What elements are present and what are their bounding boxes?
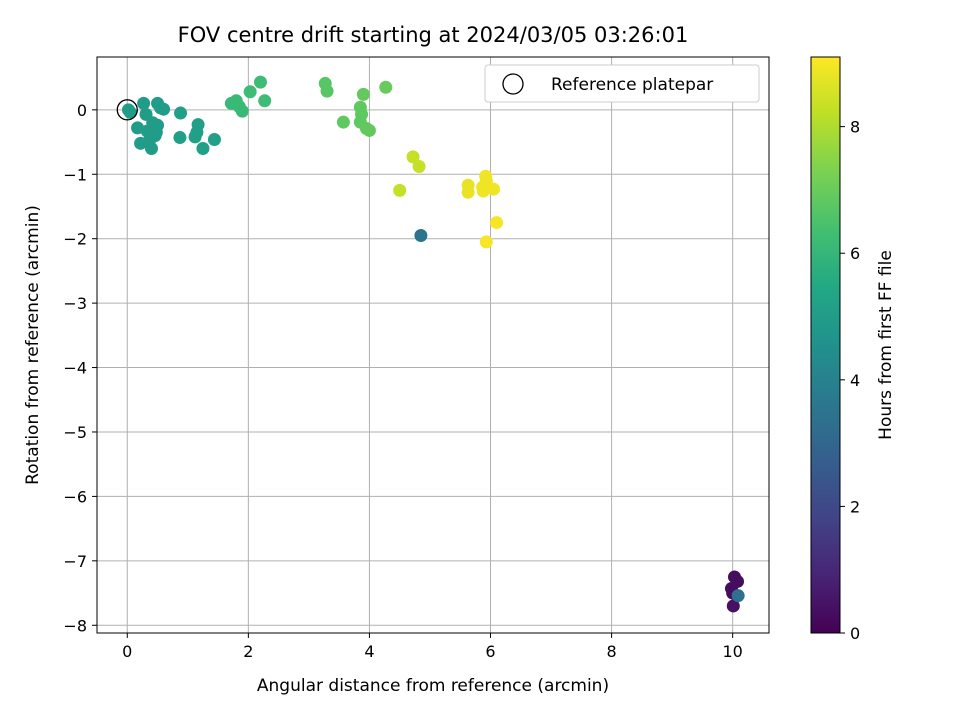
data-point bbox=[258, 94, 272, 108]
colorbar-tick-label: 8 bbox=[850, 118, 860, 137]
data-point bbox=[490, 216, 504, 230]
y-tick-label: −7 bbox=[63, 552, 87, 571]
data-point bbox=[461, 185, 475, 199]
data-point bbox=[414, 228, 428, 242]
data-point bbox=[151, 118, 165, 132]
data-point bbox=[406, 150, 420, 164]
data-point bbox=[253, 75, 267, 89]
data-point bbox=[235, 104, 249, 118]
data-point bbox=[207, 132, 221, 146]
data-point bbox=[393, 183, 407, 197]
legend-marker bbox=[502, 73, 524, 95]
data-point bbox=[476, 184, 490, 198]
x-axis-ticks: 0 2 4 6 8 10 bbox=[122, 633, 743, 661]
reference-marker-layer bbox=[116, 99, 138, 121]
colorbar: 0 2 4 6 8 Hours from first FF file bbox=[810, 56, 896, 643]
data-point bbox=[726, 599, 740, 613]
plot-frame bbox=[96, 56, 770, 634]
x-tick-label: 0 bbox=[122, 642, 132, 661]
grid-lines bbox=[97, 57, 769, 633]
data-point bbox=[137, 96, 151, 110]
x-tick-label: 10 bbox=[722, 642, 742, 661]
data-point bbox=[320, 84, 334, 98]
data-points bbox=[121, 75, 745, 613]
data-point bbox=[174, 106, 188, 120]
x-tick-label: 8 bbox=[607, 642, 617, 661]
colorbar-gradient bbox=[810, 56, 841, 634]
data-point bbox=[157, 102, 171, 116]
y-tick-label: −6 bbox=[63, 487, 87, 506]
data-point bbox=[144, 141, 158, 155]
y-tick-label: −1 bbox=[63, 165, 87, 184]
data-point bbox=[362, 123, 376, 137]
data-point bbox=[731, 589, 745, 603]
y-tick-label: −3 bbox=[63, 294, 87, 313]
colorbar-tick-label: 6 bbox=[850, 244, 860, 263]
x-tick-label: 6 bbox=[485, 642, 495, 661]
data-point bbox=[123, 105, 137, 119]
data-point bbox=[412, 160, 426, 174]
colorbar-tick-label: 0 bbox=[850, 624, 860, 643]
data-point bbox=[173, 131, 187, 145]
y-axis-ticks: −8 −7 −6 −5 −4 −3 −2 −1 0 bbox=[63, 101, 97, 635]
data-point bbox=[196, 141, 210, 155]
colorbar-label: Hours from first FF file bbox=[876, 250, 896, 440]
legend-box bbox=[484, 64, 760, 103]
colorbar-ticks: 0 2 4 6 8 bbox=[840, 118, 860, 643]
data-point bbox=[191, 118, 205, 132]
legend: Reference platepar bbox=[484, 64, 760, 103]
y-tick-label: −2 bbox=[63, 230, 87, 249]
reference-marker bbox=[116, 99, 138, 121]
legend-label: Reference platepar bbox=[551, 75, 713, 95]
colorbar-tick-label: 2 bbox=[850, 497, 860, 516]
data-point bbox=[487, 182, 501, 196]
x-tick-label: 4 bbox=[364, 642, 374, 661]
colorbar-tick-label: 4 bbox=[850, 371, 860, 390]
data-point bbox=[479, 235, 493, 249]
data-point bbox=[479, 174, 493, 188]
y-tick-label: −4 bbox=[63, 359, 87, 378]
data-point bbox=[243, 85, 257, 99]
y-axis-label: Rotation from reference (arcmin) bbox=[23, 205, 43, 485]
plot-area bbox=[97, 57, 769, 633]
data-point bbox=[336, 115, 350, 129]
y-tick-label: −8 bbox=[63, 616, 87, 635]
data-point bbox=[356, 87, 370, 101]
x-axis-label: Angular distance from reference (arcmin) bbox=[257, 676, 609, 696]
data-point bbox=[379, 80, 393, 94]
y-tick-label: 0 bbox=[77, 101, 87, 120]
y-tick-label: −5 bbox=[63, 423, 87, 442]
chart-title: FOV centre drift starting at 2024/03/05 … bbox=[178, 23, 689, 47]
x-tick-label: 2 bbox=[243, 642, 253, 661]
